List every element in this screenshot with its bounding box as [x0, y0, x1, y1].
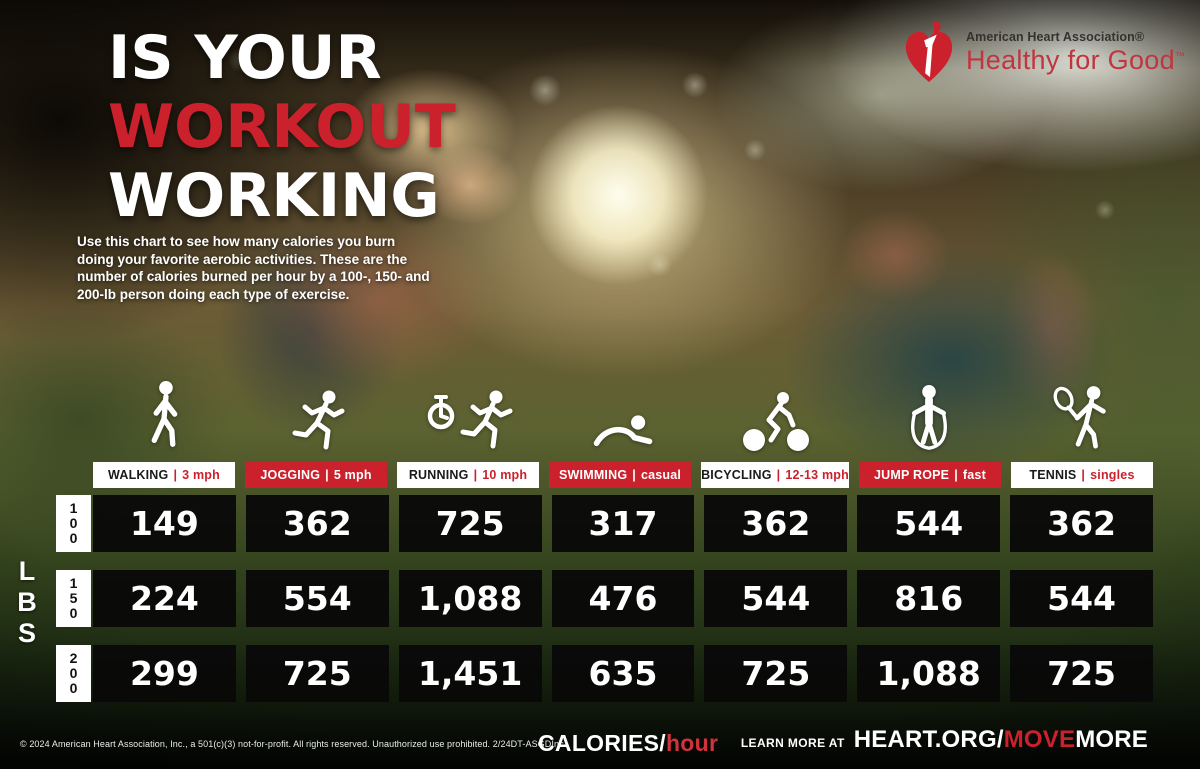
intro-text: Use this chart to see how many calories … — [77, 234, 430, 302]
value-100lb-running: 725 — [398, 495, 542, 552]
weight-tab-100: 100 — [56, 495, 91, 552]
value-200lb-walking: 299 — [93, 645, 236, 702]
logo-tagline: Healthy for Good™ — [966, 45, 1186, 75]
value-200lb-swimming: 635 — [551, 645, 695, 702]
trademark-symbol: ™ — [1174, 51, 1186, 62]
value-150lb-swimming: 476 — [551, 570, 695, 627]
weight-tab-200: 200 — [56, 645, 91, 702]
title-line-3: WORKING — [108, 161, 440, 231]
learn-more: LEARN MORE AT HEART.ORG/MOVEMORE — [741, 726, 1148, 754]
value-150lb-jump-rope: 816 — [857, 570, 1001, 627]
table-row-200lb: 299 725 1,451 635 725 1,088 725 — [93, 645, 1153, 702]
column-header-walking: WALKING | 3 mph — [93, 462, 236, 488]
running-icon — [427, 390, 513, 449]
column-header-jogging: JOGGING | 5 mph — [245, 462, 388, 488]
logo-text: American Heart Association® Healthy for … — [966, 30, 1185, 76]
value-100lb-tennis: 362 — [1010, 495, 1153, 552]
jogging-icon — [292, 390, 345, 450]
calories-per-hour-label: CALORIES/hour — [538, 730, 719, 756]
column-header-running: RUNNING | 10 mph — [397, 462, 540, 488]
learn-more-url: HEART.ORG/MOVEMORE — [853, 726, 1148, 753]
value-100lb-swimming: 317 — [551, 495, 695, 552]
page-title: IS YOUR WORKOUT WORKING — [108, 24, 456, 231]
title-line-2: WORKOUT — [108, 92, 456, 162]
walking-icon — [152, 380, 178, 447]
value-100lb-walking: 149 — [93, 495, 236, 552]
column-header-jump-rope: JUMP ROPE | fast — [858, 462, 1001, 488]
value-200lb-running: 1,451 — [398, 645, 542, 702]
swimming-icon — [593, 415, 653, 447]
value-150lb-running: 1,088 — [398, 570, 542, 627]
value-200lb-jogging: 725 — [245, 645, 389, 702]
value-150lb-jogging: 554 — [245, 570, 389, 627]
value-100lb-jogging: 362 — [245, 495, 389, 552]
table-row-150lb: 224 554 1,088 476 544 816 544 — [93, 570, 1153, 627]
column-header-bicycling: BICYCLING | 12-13 mph — [701, 462, 849, 488]
value-150lb-bicycling: 544 — [704, 570, 848, 627]
activity-icons-row — [93, 380, 1153, 454]
table-row-100lb: 149 362 725 317 362 544 362 — [93, 495, 1153, 552]
value-150lb-walking: 224 — [93, 570, 236, 627]
weight-axis-label: LBS — [17, 556, 37, 648]
heart-torch-icon — [905, 21, 953, 82]
jump-rope-icon — [910, 384, 947, 450]
column-header-swimming: SWIMMING | casual — [549, 462, 692, 488]
value-200lb-bicycling: 725 — [704, 645, 848, 702]
title-line-1: IS YOUR — [108, 23, 382, 93]
value-200lb-tennis: 725 — [1010, 645, 1153, 702]
value-200lb-jump-rope: 1,088 — [857, 645, 1001, 702]
logo-org-name: American Heart Association® — [966, 30, 1145, 44]
tennis-icon — [1053, 386, 1106, 449]
aha-logo: American Heart Association® Healthy for … — [900, 20, 1185, 86]
bicycling-icon — [742, 392, 809, 451]
column-header-tennis: TENNIS | singles — [1010, 462, 1153, 488]
weight-tab-150: 150 — [56, 570, 91, 627]
column-headers-row: WALKING | 3 mph JOGGING | 5 mph RUNNING | 10 m… — [93, 462, 1153, 488]
copyright-text: © 2024 American Heart Association, Inc.,… — [20, 739, 567, 749]
learn-more-prefix: LEARN MORE AT — [740, 736, 845, 750]
value-100lb-jump-rope: 544 — [857, 495, 1001, 552]
value-100lb-bicycling: 362 — [704, 495, 848, 552]
value-150lb-tennis: 544 — [1010, 570, 1153, 627]
